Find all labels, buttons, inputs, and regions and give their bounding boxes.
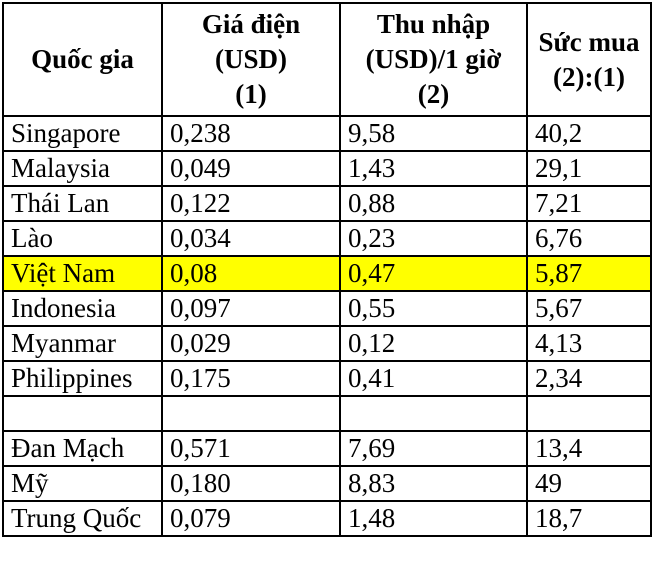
price-cell [161, 395, 341, 432]
income-cell: 0,23 [339, 220, 528, 257]
income-cell: 0,47 [339, 255, 528, 292]
price-cell: 0,029 [161, 325, 341, 362]
table-row: Thái Lan 0,122 0,88 7,21 [2, 185, 652, 222]
power-cell: 2,34 [526, 360, 652, 397]
price-cell: 0,034 [161, 220, 341, 257]
table-row: Đan Mạch 0,571 7,69 13,4 [2, 430, 652, 467]
table-row [2, 395, 652, 432]
country-cell: Đan Mạch [2, 430, 163, 467]
income-cell [339, 395, 528, 432]
countries-electricity-table: Quốc gia Giá điện (USD) (1) Thu nhập (US… [2, 2, 652, 537]
power-cell: 13,4 [526, 430, 652, 467]
income-cell: 9,58 [339, 115, 528, 152]
price-cell: 0,180 [161, 465, 341, 502]
income-cell: 0,41 [339, 360, 528, 397]
power-cell: 18,7 [526, 500, 652, 537]
income-cell: 1,43 [339, 150, 528, 187]
country-cell: Thái Lan [2, 185, 163, 222]
price-cell: 0,08 [161, 255, 341, 292]
income-cell: 0,12 [339, 325, 528, 362]
power-cell: 6,76 [526, 220, 652, 257]
price-cell: 0,175 [161, 360, 341, 397]
country-cell: Singapore [2, 115, 163, 152]
col-header-income-per-hour: Thu nhập (USD)/1 giờ (2) [339, 2, 528, 117]
country-cell: Myanmar [2, 325, 163, 362]
table-figure: Quốc gia Giá điện (USD) (1) Thu nhập (US… [2, 2, 652, 537]
col-header-country: Quốc gia [2, 2, 163, 117]
power-cell: 4,13 [526, 325, 652, 362]
price-cell: 0,571 [161, 430, 341, 467]
table-row: Mỹ 0,180 8,83 49 [2, 465, 652, 502]
country-cell: Lào [2, 220, 163, 257]
country-cell: Malaysia [2, 150, 163, 187]
income-cell: 8,83 [339, 465, 528, 502]
power-cell: 29,1 [526, 150, 652, 187]
country-cell: Mỹ [2, 465, 163, 502]
power-cell: 40,2 [526, 115, 652, 152]
price-cell: 0,238 [161, 115, 341, 152]
country-cell [2, 395, 163, 432]
table-body: Singapore 0,238 9,58 40,2 Malaysia 0,049 1,43 2… [2, 115, 652, 537]
table-row-highlighted: Việt Nam 0,08 0,47 5,87 [2, 255, 652, 292]
price-cell: 0,097 [161, 290, 341, 327]
table-row: Myanmar 0,029 0,12 4,13 [2, 325, 652, 362]
power-cell: 7,21 [526, 185, 652, 222]
table-row: Philippines 0,175 0,41 2,34 [2, 360, 652, 397]
header-row: Quốc gia Giá điện (USD) (1) Thu nhập (US… [2, 2, 652, 117]
price-cell: 0,079 [161, 500, 341, 537]
power-cell: 5,87 [526, 255, 652, 292]
price-cell: 0,122 [161, 185, 341, 222]
table-row: Indonesia 0,097 0,55 5,67 [2, 290, 652, 327]
country-cell: Trung Quốc [2, 500, 163, 537]
country-cell: Việt Nam [2, 255, 163, 292]
power-cell [526, 395, 652, 432]
col-header-electricity-price: Giá điện (USD) (1) [161, 2, 341, 117]
table-row: Lào 0,034 0,23 6,76 [2, 220, 652, 257]
col-header-purchasing-power: Sức mua (2):(1) [526, 2, 652, 117]
table-row: Trung Quốc 0,079 1,48 18,7 [2, 500, 652, 537]
country-cell: Philippines [2, 360, 163, 397]
income-cell: 1,48 [339, 500, 528, 537]
income-cell: 7,69 [339, 430, 528, 467]
income-cell: 0,88 [339, 185, 528, 222]
power-cell: 5,67 [526, 290, 652, 327]
income-cell: 0,55 [339, 290, 528, 327]
price-cell: 0,049 [161, 150, 341, 187]
power-cell: 49 [526, 465, 652, 502]
table-row: Malaysia 0,049 1,43 29,1 [2, 150, 652, 187]
country-cell: Indonesia [2, 290, 163, 327]
table-row: Singapore 0,238 9,58 40,2 [2, 115, 652, 152]
